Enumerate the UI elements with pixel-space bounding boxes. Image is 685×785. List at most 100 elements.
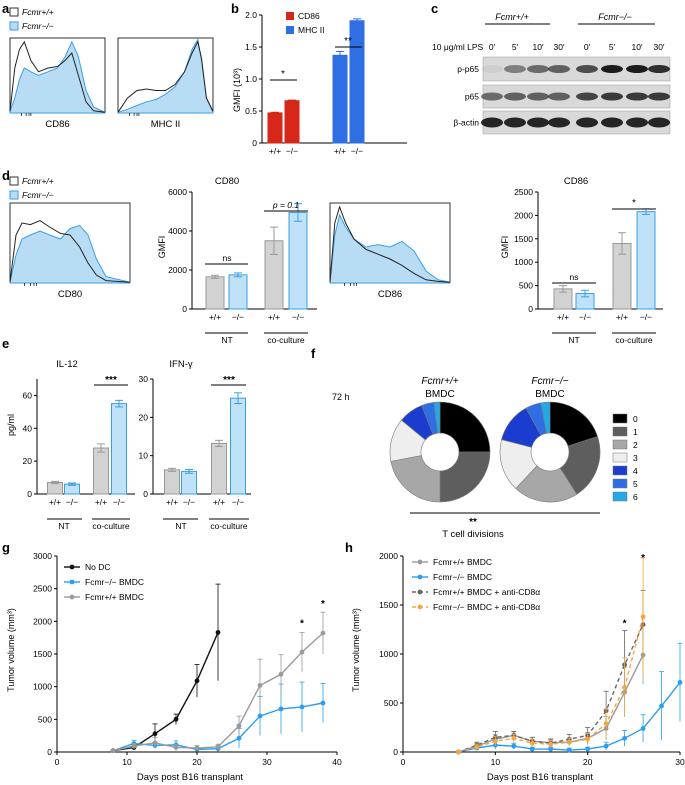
d-cd86-group-cc: co-culture (615, 335, 653, 345)
b-y-tick-label: 1.0 (245, 74, 257, 84)
f-donut-ko-slice-2 (515, 465, 578, 503)
h-legend-marker-1 (417, 574, 423, 580)
h-point-1 (659, 703, 664, 709)
d-cd80-group-cc: co-culture (267, 335, 305, 345)
d-cd86-y-tick-label: 1500 (514, 234, 533, 244)
h-legend-marker-0 (417, 559, 423, 565)
b-y-tick-label: 0.5 (245, 106, 257, 116)
h-sig-1: * (623, 619, 627, 630)
d-legend-wt-swatch (9, 176, 19, 186)
g-point-2 (131, 743, 137, 749)
hist-a-cd86-axis-label: CD86 (45, 119, 69, 130)
h-x-tick-label: 10 (491, 757, 501, 767)
h-point-1 (585, 746, 591, 752)
e-ifng-x-tick-label: −/− (183, 497, 195, 507)
h-x-tick-label: 0 (401, 757, 406, 767)
b-legend-cd86-swatch (286, 12, 294, 20)
c-band (601, 117, 623, 128)
panel-letter-h: h (345, 540, 353, 555)
d-cd80-x-tick-label: +/+ (209, 312, 221, 322)
g-point-1 (257, 713, 263, 719)
c-time-label: 10′ (631, 42, 642, 52)
b-x-tick-label: +/+ (334, 146, 346, 156)
h-point-3 (529, 740, 535, 746)
f-legend-label-5: 5 (633, 479, 638, 489)
g-legend-marker-2 (69, 594, 75, 600)
g-y-tick-label: 2000 (33, 616, 52, 626)
c-band (626, 65, 648, 73)
f-legend-label-4: 4 (633, 466, 638, 476)
panel-letter-b: b (231, 1, 239, 16)
e-ifng-sig: *** (223, 375, 235, 386)
c-band (626, 92, 648, 101)
panel-letter-e: e (2, 336, 9, 351)
b-sig-2: ** (344, 36, 352, 47)
h-point-1 (529, 746, 535, 752)
h-series-3 (458, 616, 644, 753)
d-cd80-sig-2: p = 0.1 (272, 200, 300, 210)
e-il12-group-cc: co-culture (92, 521, 130, 531)
g-x-tick-label: 0 (55, 757, 60, 767)
h-legend-label-0: Fcmr+/+ BMDC (433, 557, 492, 567)
hist-a-mhc-axis-label: MHC II (151, 119, 181, 130)
d-cd86-y-tick-label: 0 (528, 304, 533, 314)
d-cd80-x-tick-label: −/− (292, 312, 304, 322)
d-legend-ko: Fcmr−/− (22, 190, 54, 200)
f-legend-label-1: 1 (633, 427, 638, 437)
h-point-3 (456, 749, 461, 755)
h-point-3 (548, 741, 554, 747)
e-ylabel: pg/ml (6, 414, 16, 436)
d-cd80-y-tick-label: 0 (182, 304, 187, 314)
b-bar-2 (332, 54, 348, 144)
legend-ko: Fcmr−/− (22, 21, 54, 31)
f-legend-swatch-4 (612, 465, 628, 476)
d-cd86-ylabel: GMFI (500, 236, 510, 259)
d-cd86-sig-2: * (632, 198, 636, 209)
h-legend-marker-2 (417, 589, 423, 595)
g-point-1 (236, 735, 242, 741)
c-band (576, 117, 598, 128)
h-point-1 (548, 746, 554, 752)
c-label-ko: Fcmr−/− (598, 12, 632, 22)
b-legend-mhc-swatch (286, 26, 294, 34)
f-legend-swatch-1 (612, 426, 628, 437)
g-x-tick-label: 30 (262, 757, 272, 767)
hist-d-cd80-wt-histogram (9, 220, 131, 283)
g-sig-1: * (300, 619, 304, 630)
e-ifng-y-tick-label: 10 (139, 451, 149, 461)
c-band (626, 117, 648, 128)
f-legend-label-0: 0 (633, 414, 638, 424)
g-y-tick-label: 0 (47, 747, 52, 757)
h-legend-label-1: Fcmr−/− BMDC (433, 572, 492, 582)
g-y-tick-label: 3000 (33, 551, 52, 561)
e-il12-y-tick-label: 40 (23, 423, 33, 433)
g-point-0 (173, 716, 179, 722)
e-ifng-bar-2 (211, 442, 227, 495)
legend-wt-swatch (9, 7, 19, 17)
g-point-1 (299, 704, 305, 710)
h-series-0 (458, 654, 644, 753)
b-x-tick-label: −/− (351, 146, 363, 156)
d-legend-wt: Fcmr+/+ (22, 176, 54, 186)
g-point-0 (194, 678, 200, 684)
g-legend-label-1: Fcmr−/− BMDC (85, 577, 144, 587)
c-label-wt: Fcmr+/+ (495, 12, 529, 22)
g-point-0 (215, 630, 221, 635)
d-cd86-title: CD86 (564, 176, 588, 187)
h-y-tick-label: 1000 (379, 649, 398, 659)
h-point-1 (511, 743, 517, 749)
d-cd80-bar-1 (228, 274, 248, 310)
d-cd80-x-tick-label: +/+ (268, 312, 280, 322)
e-ifng-bar-1 (181, 470, 197, 495)
g-point-2 (299, 649, 305, 655)
d-cd80-x-tick-label: −/− (232, 312, 244, 322)
b-legend-mhc: MHC II (298, 25, 324, 35)
e-ifng-group-cc: co-culture (210, 521, 248, 531)
hist-a-cd86-ko-histogram (9, 40, 106, 114)
g-point-1 (320, 700, 326, 706)
f-donut-wt-slice-1 (439, 451, 491, 503)
b-ylabel: GMFI (10³) (232, 68, 242, 112)
g-point-2 (320, 630, 326, 636)
e-ifng-x-tick-label: +/+ (166, 497, 178, 507)
f-legend-swatch-5 (612, 478, 628, 489)
